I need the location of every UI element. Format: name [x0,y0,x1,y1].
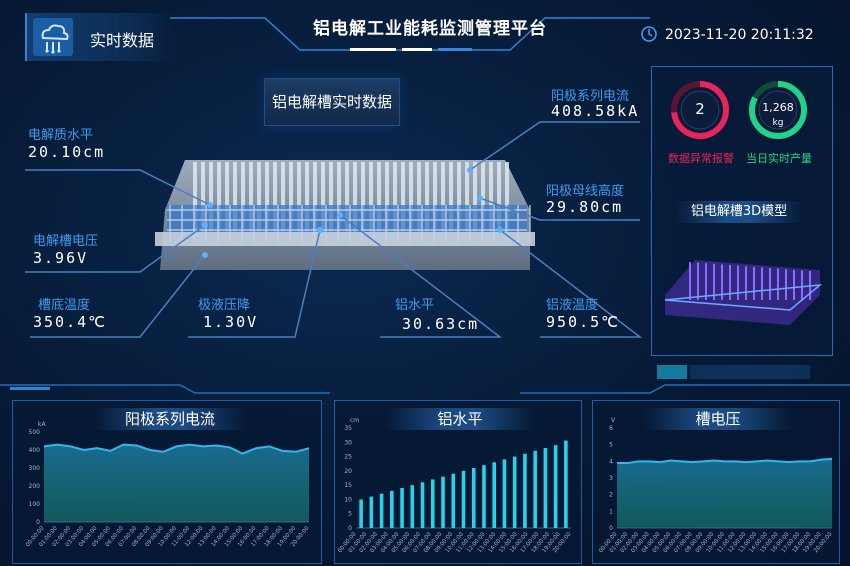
y-tick-label: 0 [36,519,40,526]
y-tick-label: 0 [609,525,613,532]
output-label: 当日实时产量 [746,152,812,165]
electrolytic-cell-illustration [155,160,535,270]
y-tick-label: 1 [609,508,613,515]
y-tick-label: 300 [29,465,41,472]
cell-3d-model[interactable] [660,240,825,330]
al-temp-label: 铝液温度 [546,298,599,313]
alarm-ring[interactable] [670,80,730,140]
bar[interactable] [471,468,476,528]
y-tick-label: 400 [29,447,41,454]
bar[interactable] [400,488,404,528]
series-line[interactable] [617,457,833,464]
current-chart-title: 阳极系列电流 [95,408,245,430]
current-chart[interactable]: kA010020030040050000:00:0001:00:0002:00:… [12,410,320,562]
bar[interactable] [492,462,497,528]
electrolyte-level-label: 电解质水平 [28,128,94,143]
y-tick-label: 3 [609,475,613,482]
y-tick-label: 6 [609,425,613,432]
al-temp-value: 950.5℃ [546,313,620,331]
bar[interactable] [482,465,486,528]
bar[interactable] [379,493,384,528]
header-frame [170,17,650,51]
y-unit-label: cm [350,417,359,424]
bar[interactable] [553,445,558,528]
busbar-height-label: 阳极母线高度 [546,184,625,199]
bar[interactable] [441,476,445,528]
bar[interactable] [410,485,415,528]
voltage-chart[interactable]: V012345600:00:0001:00:0002:00:0003:00:00… [592,400,838,562]
bar[interactable] [564,440,568,528]
bar[interactable] [359,499,363,528]
y-tick-label: 35 [344,425,352,432]
model-title: 铝电解槽3D模型 [676,201,802,223]
bar[interactable] [512,456,517,528]
page-title: 铝电解工业能耗监测管理平台 [313,19,547,39]
output-unit: kg [772,118,784,128]
anode-current-label: 阳极系列电流 [551,89,630,104]
center-title: 铝电解槽实时数据 [264,78,400,126]
cell-voltage-label: 电解槽电压 [33,234,99,249]
y-tick-label: 100 [29,501,41,508]
y-tick-label: 30 [344,439,352,446]
voltage-chart-title: 槽电压 [643,408,793,430]
bar[interactable] [461,470,466,528]
bar[interactable] [543,448,548,528]
title-bar: 铝电解工业能耗监测管理平台 [280,8,580,52]
bar[interactable] [533,450,537,528]
series-area [617,458,832,528]
y-tick-label: 500 [29,429,41,436]
y-unit-label: kA [38,421,46,428]
bar[interactable] [451,473,456,528]
y-unit-label: V [611,417,616,424]
busbar-height-value: 29.80cm [546,198,624,216]
y-tick-label: 5 [348,511,352,518]
y-tick-label: 2 [609,492,613,499]
al-level-value: 30.63cm [402,315,480,333]
bar[interactable] [390,490,394,528]
series-line[interactable] [43,443,310,455]
clock-icon [641,26,657,42]
anode-drop-value: 1.30V [203,313,259,331]
bottom-temp-label: 槽底温度 [38,298,91,313]
y-tick-label: 25 [344,454,352,461]
y-tick-label: 10 [344,496,352,503]
bar[interactable] [430,479,435,528]
alarm-label: 数据异常报警 [668,152,734,165]
bar[interactable] [420,482,425,528]
al-level-chart[interactable]: cm0510152025303500:00:0001:00:0002:00:00… [334,400,580,562]
y-tick-label: 0 [348,525,352,532]
y-tick-label: 20 [344,468,352,475]
anode-drop-label: 极液压降 [198,298,251,313]
bar[interactable] [502,459,507,528]
bar[interactable] [523,453,527,528]
anode-current-value: 408.58kA [551,102,640,120]
cell-voltage-value: 3.96V [33,249,89,267]
electrolyte-level-value: 20.10cm [28,143,106,161]
alarm-value: 2 [695,100,705,118]
callout-lines [25,121,643,338]
series-area [44,444,309,522]
y-tick-label: 15 [344,482,352,489]
bottom-temp-value: 350.4℃ [33,313,107,331]
section-label: 实时数据 [90,31,155,50]
y-tick-label: 5 [609,442,613,449]
cloud-icon [33,18,73,56]
y-tick-label: 200 [29,483,41,490]
output-ring[interactable] [748,80,808,140]
bottom-divider [0,365,850,394]
datetime: 2023-11-20 20:11:32 [665,27,814,43]
output-value: 1,268 [762,101,794,114]
al-level-label: 铝水平 [395,298,435,313]
al-level-chart-title: 铝水平 [385,408,535,430]
bar[interactable] [369,496,374,528]
y-tick-label: 4 [609,458,613,465]
